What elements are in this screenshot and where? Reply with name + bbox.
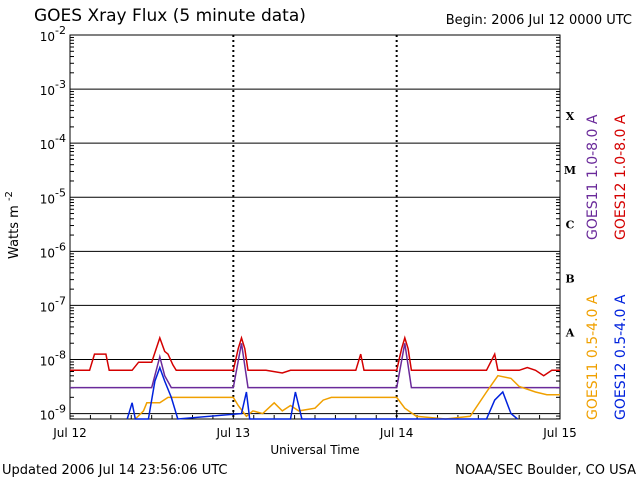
flare-class-label: X bbox=[566, 110, 575, 123]
x-tick-label: Jul 14 bbox=[379, 426, 414, 440]
legend-entry: GOES12 1.0-8.0 A bbox=[613, 114, 629, 240]
y-tick-label: 10-5 bbox=[40, 186, 66, 206]
flare-class-label: B bbox=[565, 272, 574, 285]
updated-timestamp: Updated 2006 Jul 14 23:56:06 UTC bbox=[2, 463, 228, 478]
flare-class-label: C bbox=[566, 218, 575, 231]
y-tick-label: 10-7 bbox=[40, 294, 66, 314]
legend-entry: GOES11 1.0-8.0 A bbox=[585, 114, 601, 240]
y-axis-label: Watts m -2 bbox=[4, 191, 22, 259]
flare-class-label: A bbox=[565, 326, 575, 339]
series-line bbox=[134, 374, 560, 420]
series-line bbox=[70, 335, 560, 377]
flare-class-label: M bbox=[564, 164, 576, 177]
x-tick-label: Jul 13 bbox=[216, 426, 251, 440]
plot-frame bbox=[69, 34, 561, 420]
y-tick-label: 10-4 bbox=[40, 132, 66, 152]
y-tick-label: 10-9 bbox=[40, 403, 66, 423]
chart-title: GOES Xray Flux (5 minute data) bbox=[34, 6, 306, 26]
series-line bbox=[126, 365, 518, 420]
x-tick-label: Jul 15 bbox=[542, 426, 577, 440]
y-tick-label: 10-8 bbox=[40, 349, 66, 369]
credit-text: NOAA/SEC Boulder, CO USA bbox=[455, 463, 636, 478]
y-tick-label: 10-6 bbox=[40, 240, 66, 260]
x-tick-label: Jul 12 bbox=[52, 426, 87, 440]
begin-time: Begin: 2006 Jul 12 0000 UTC bbox=[445, 13, 632, 28]
legend-entry: GOES11 0.5-4.0 A bbox=[585, 294, 601, 420]
legend-entry: GOES12 0.5-4.0 A bbox=[613, 294, 629, 420]
y-tick-label: 10-2 bbox=[40, 24, 66, 44]
x-axis-label: Universal Time bbox=[270, 443, 359, 457]
series-line bbox=[70, 343, 560, 389]
y-tick-label: 10-3 bbox=[40, 78, 66, 98]
